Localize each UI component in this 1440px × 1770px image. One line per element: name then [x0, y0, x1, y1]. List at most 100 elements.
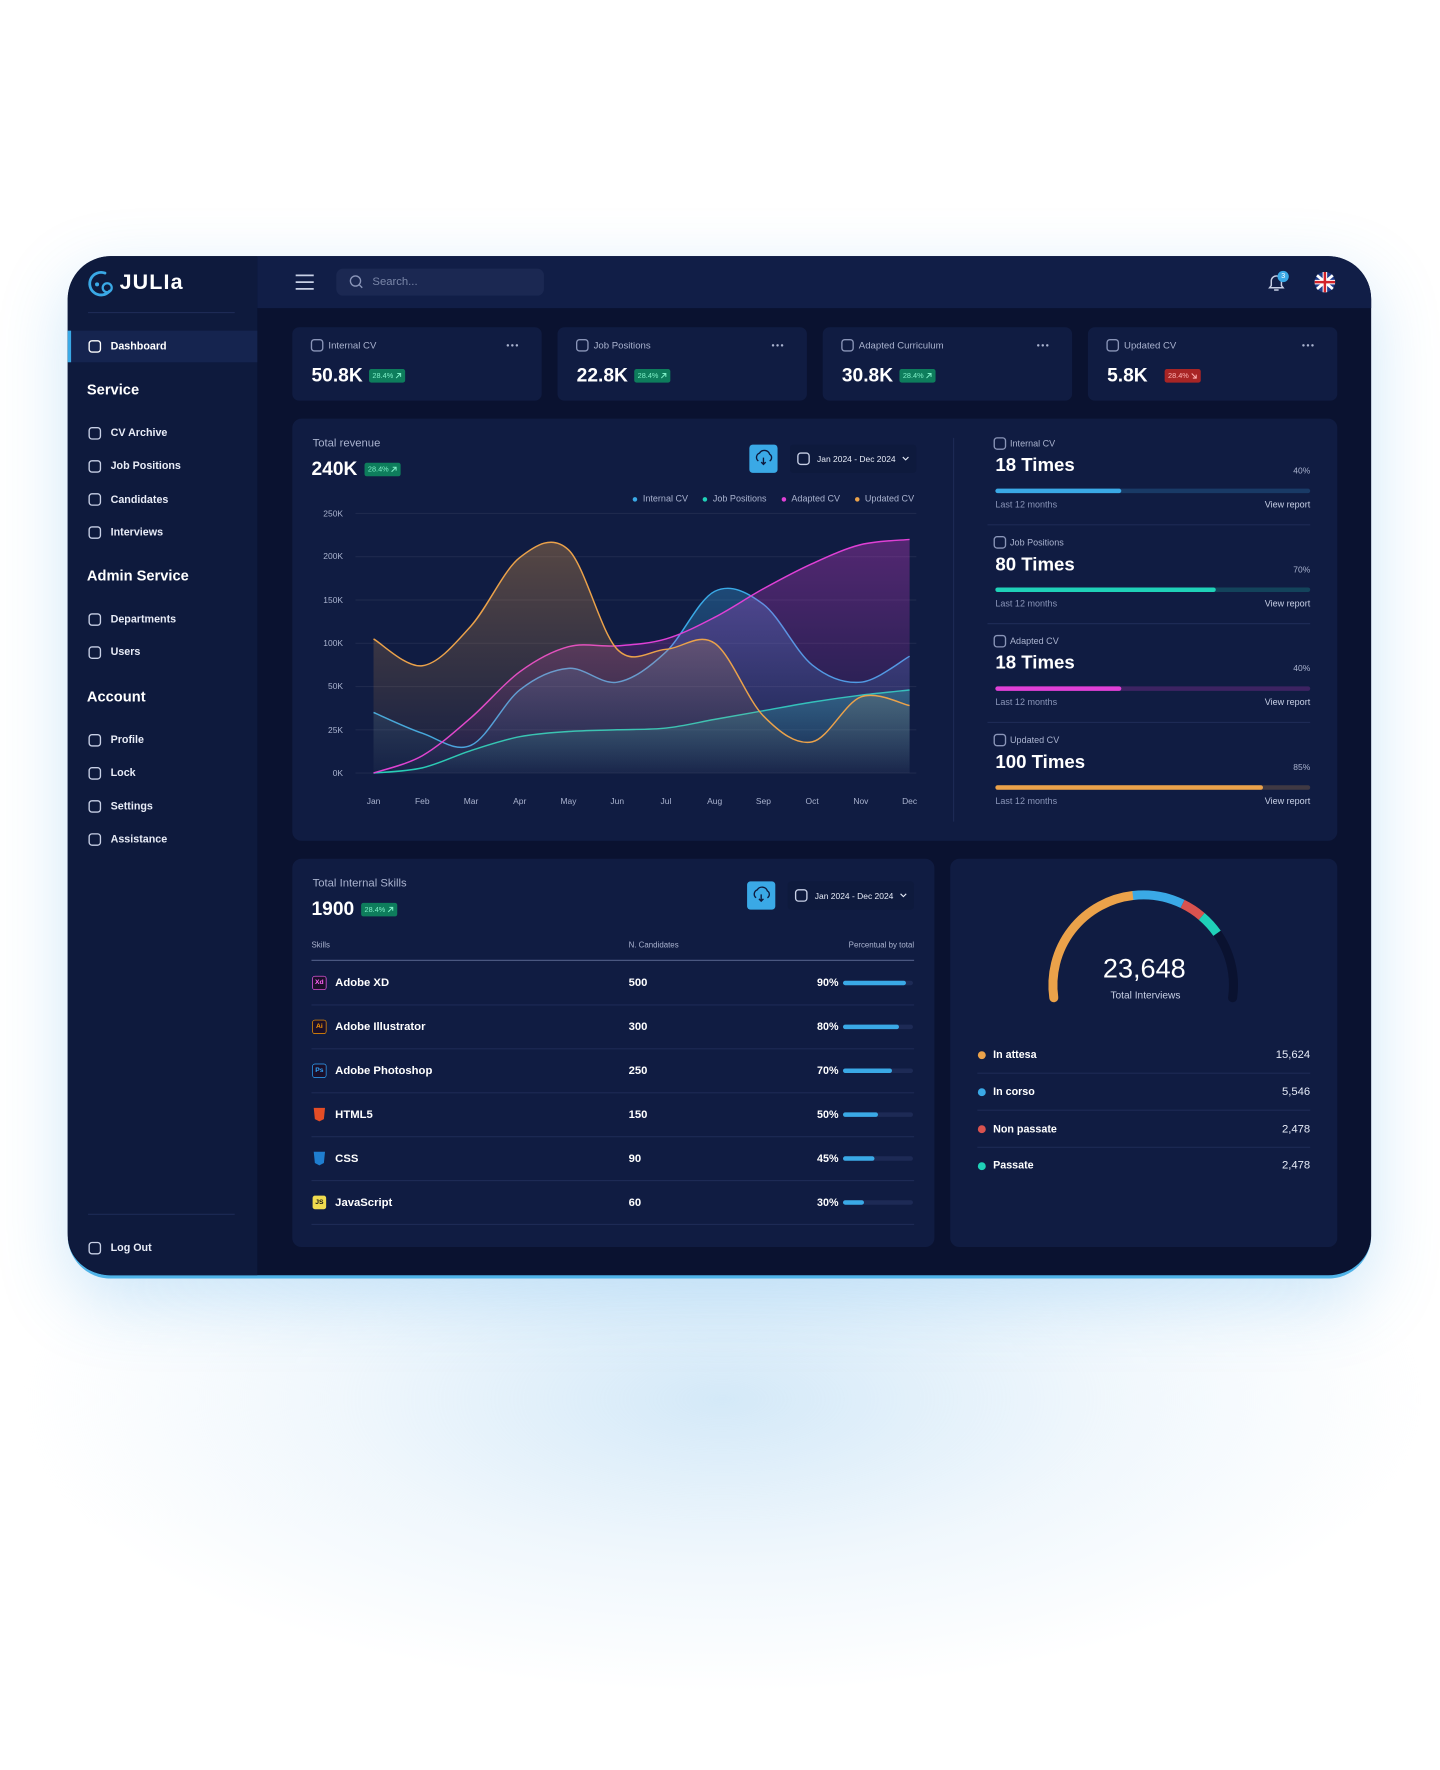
legend-dot	[977, 1088, 986, 1097]
y-tick-label: 200K	[323, 551, 344, 562]
column-header: Percentual by total	[848, 941, 915, 950]
skill-icon-text: Ai	[315, 1023, 323, 1031]
nav-item[interactable]: Settings	[110, 800, 153, 813]
brand: JULIa	[119, 270, 184, 295]
y-tick-label: 150K	[323, 594, 344, 606]
column-header: N. Candidates	[628, 941, 679, 950]
date-range[interactable]: Jan 2024 - Dec 2024	[817, 453, 896, 464]
search-box[interactable]	[336, 268, 544, 296]
nav-item[interactable]: Departments	[110, 613, 177, 626]
date-range[interactable]: Jan 2024 - Dec 2024	[814, 890, 894, 901]
usage-period: Last 12 months	[995, 499, 1058, 510]
cloud-icon	[753, 886, 770, 903]
sidebar	[67, 256, 258, 1276]
icon	[1106, 339, 1120, 352]
nav-item[interactable]: Users	[110, 646, 141, 659]
usage-percent: 70%	[1293, 564, 1311, 575]
skill-icon	[313, 1151, 326, 1166]
card-title: Updated CV	[1124, 339, 1177, 351]
nav-item[interactable]: CV Archive	[110, 427, 168, 440]
card-title: Job Positions	[593, 339, 651, 351]
skill-candidates: 300	[628, 1020, 648, 1034]
more-dots	[1302, 344, 1305, 347]
section-title: Service	[86, 380, 140, 398]
change-badge: 28.4%	[899, 369, 937, 383]
chevron	[902, 456, 909, 461]
x-tick-label: Sep	[755, 796, 771, 807]
gauge-segment	[1048, 891, 1138, 1003]
usage-percent: 40%	[1293, 465, 1311, 476]
skill-icon	[312, 1019, 327, 1034]
legend-dot	[977, 1125, 986, 1134]
search-icon	[349, 275, 362, 287]
view-report[interactable]: View report	[1264, 598, 1311, 609]
icon	[576, 339, 589, 352]
progress-bar	[995, 587, 1216, 593]
active-nav-bg	[67, 330, 258, 363]
view-report[interactable]: View report	[1264, 499, 1311, 510]
skill-name: Adobe XD	[335, 976, 390, 990]
skill-name: Adobe Photoshop	[335, 1064, 433, 1077]
skill-percent: 50%	[817, 1108, 839, 1121]
trend-icon	[926, 373, 933, 379]
stat-card	[292, 327, 542, 401]
status-count: 5,546	[1281, 1085, 1311, 1099]
nav-item[interactable]: Candidates	[110, 493, 169, 506]
legend-item: Internal CV	[632, 494, 688, 504]
nav-item[interactable]: Lock	[110, 767, 136, 780]
gauge-segment	[1198, 912, 1221, 936]
x-tick-label: Oct	[805, 796, 819, 807]
search-placeholder[interactable]: Search...	[372, 275, 418, 289]
nav-item[interactable]: Profile	[110, 734, 144, 747]
stat-card	[822, 327, 1073, 401]
x-tick-label: Dec	[902, 796, 918, 807]
view-report[interactable]: View report	[1264, 697, 1311, 708]
change-text: 28.4%	[364, 905, 386, 914]
icon	[88, 833, 102, 846]
stat-card	[557, 327, 807, 401]
card-value: 5.8K	[1107, 364, 1148, 386]
logout[interactable]: Log Out	[110, 1241, 152, 1255]
x-tick-label: Mar	[463, 796, 479, 807]
icon	[310, 339, 324, 352]
flag-cross	[1314, 271, 1336, 293]
nav-item[interactable]: Dashboard	[110, 340, 167, 353]
nav-item[interactable]: Assistance	[110, 833, 168, 846]
bell-icon	[1268, 275, 1285, 291]
more-dots	[515, 344, 519, 347]
y-tick-label: 100K	[323, 638, 344, 649]
skill-candidates: 60	[628, 1196, 642, 1209]
percent-bar	[843, 1156, 875, 1161]
legend-dot	[977, 1162, 986, 1171]
legend-dot	[702, 496, 708, 502]
skill-name: CSS	[335, 1152, 359, 1165]
nav-item[interactable]: Interviews	[110, 526, 164, 539]
skill-candidates: 90	[628, 1152, 642, 1165]
card-value: 240K	[311, 458, 358, 480]
icon	[88, 460, 102, 473]
gauge-total: 23,648	[1102, 953, 1186, 985]
trend-icon	[1191, 373, 1198, 379]
icon	[88, 767, 102, 780]
change-text: 28.4%	[367, 465, 389, 474]
notification-count: 3	[1281, 272, 1286, 281]
y-tick-label: 25K	[327, 724, 344, 735]
icon	[88, 340, 102, 353]
y-tick-label: 0K	[332, 767, 344, 779]
logo-mark	[88, 271, 111, 297]
section-title: Admin Service	[86, 567, 189, 585]
nav-item[interactable]: Job Positions	[110, 460, 181, 473]
x-tick-label: Jan	[366, 796, 381, 807]
icon	[88, 800, 102, 813]
gauge-label: Total Interviews	[1110, 989, 1181, 1002]
gauge-segment	[1180, 899, 1205, 920]
view-report[interactable]: View report	[1264, 795, 1311, 807]
change-text: 28.4%	[1168, 371, 1189, 380]
search-icon	[358, 284, 363, 289]
more-dots	[511, 344, 514, 347]
cloud-icon	[755, 449, 773, 466]
usage-percent: 85%	[1293, 762, 1311, 773]
skill-percent: 90%	[817, 976, 839, 990]
card-title: Total Internal Skills	[312, 877, 407, 890]
